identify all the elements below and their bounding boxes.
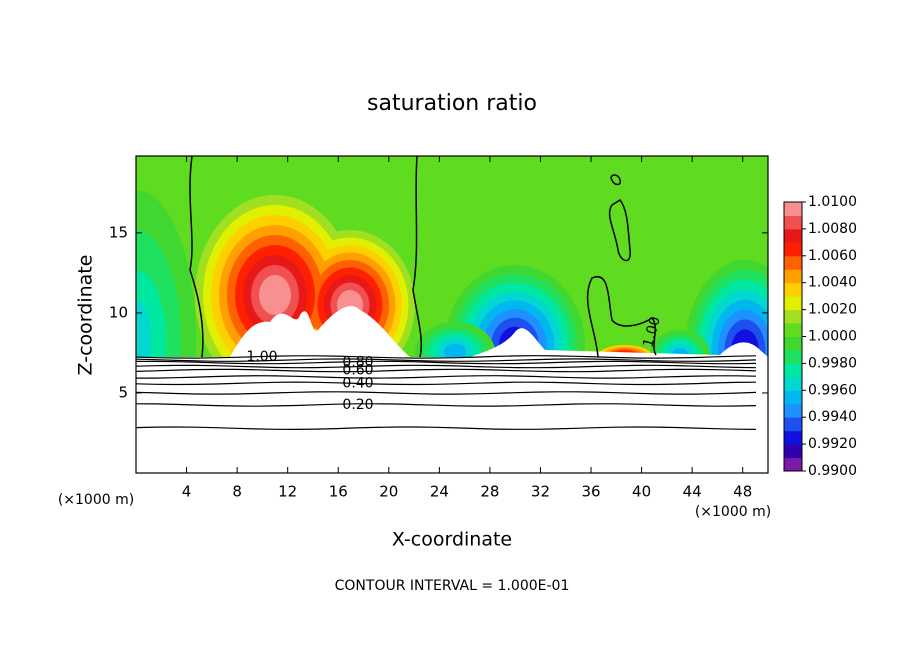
contour-label: 1.00 [246, 349, 277, 365]
contour-line [136, 368, 757, 373]
colorbar-band [784, 202, 802, 216]
field-region [443, 343, 467, 361]
colorbar-band [784, 417, 802, 432]
colorbar-tick-label: 1.0040 [808, 275, 857, 291]
x-tick-label: 4 [182, 483, 192, 501]
colorbar-band [784, 309, 802, 324]
colorbar-tick-label: 1.0080 [808, 221, 857, 237]
contour-line [608, 199, 631, 262]
x-unit: (×1000 m) [58, 492, 134, 508]
colorbar-tick-label: 0.9920 [808, 436, 857, 452]
colorbar-tick-label: 0.9980 [808, 355, 857, 371]
y-tick-label: 5 [118, 383, 128, 401]
field-region [259, 275, 291, 315]
plot-frame [135, 155, 769, 474]
x-tick-label: 12 [278, 483, 297, 501]
colorbar-tick-label: 1.0060 [808, 248, 857, 264]
y-tick-label: 15 [109, 223, 128, 241]
x-tick-label: 24 [430, 483, 449, 501]
y-axis-label: Z-coordinate [75, 255, 97, 376]
x-tick-label: 40 [632, 483, 651, 501]
contour-label: 0.20 [342, 397, 373, 413]
contour-line [136, 364, 757, 369]
x-tick-label: 28 [480, 483, 499, 501]
colorbar-band [784, 296, 802, 311]
contour-line [412, 156, 423, 358]
contour-label: 0.80 [342, 355, 373, 371]
contour-line [136, 381, 757, 386]
colorbar-band [784, 282, 802, 297]
colorbar-band [784, 228, 802, 243]
colorbar-tick-label: 1.0020 [808, 302, 857, 318]
colorbar-tick-label: 0.9900 [808, 463, 857, 479]
contour-line [136, 358, 757, 362]
contour-label: 0.60 [342, 363, 373, 379]
colorbar-band [784, 242, 802, 257]
contour-line [586, 275, 657, 358]
contour-line [610, 174, 622, 186]
y-tick-label: 10 [109, 303, 128, 321]
contour-line [136, 403, 757, 407]
colorbar-band [784, 444, 802, 459]
contour-line [136, 426, 757, 431]
contour-line [189, 156, 204, 358]
colorbar-band [784, 376, 802, 391]
x-tick-label: 16 [329, 483, 348, 501]
x-tick-label: 8 [232, 483, 242, 501]
colorbar-tick-label: 0.9940 [808, 409, 857, 425]
colorbar-band [784, 215, 802, 230]
contour-line [136, 391, 757, 395]
colorbar-band [784, 255, 802, 270]
colorbar-band [784, 363, 802, 378]
contour-line [136, 360, 757, 365]
x-tick-label: 44 [683, 483, 702, 501]
contour-overlay [136, 156, 757, 431]
x-tick-label: 36 [581, 483, 600, 501]
contour-line [136, 375, 757, 379]
footer-note: CONTOUR INTERVAL = 1.000E-01 [335, 578, 570, 594]
contour-line [136, 355, 757, 359]
colorbar-band [784, 336, 802, 351]
colorbar-band [784, 349, 802, 364]
field [136, 156, 768, 473]
colorbar-band [784, 323, 802, 337]
colorbar-band [784, 390, 802, 405]
colorbar-tick-label: 1.0000 [808, 329, 857, 345]
x-unit: (×1000 m) [695, 504, 771, 520]
colorbar-band [784, 457, 802, 472]
chart-title: saturation ratio [367, 91, 537, 116]
colorbar-band [784, 430, 802, 445]
x-tick-label: 32 [531, 483, 550, 501]
terrain [136, 306, 768, 473]
x-tick-label: 20 [379, 483, 398, 501]
colorbar-tick-label: 1.0100 [808, 194, 857, 210]
contour-label: 0.40 [342, 375, 373, 391]
colorbar-band [784, 403, 802, 418]
colorbar-tick-label: 0.9960 [808, 382, 857, 398]
contour-label: 1.00 [640, 315, 664, 349]
x-tick-label: 48 [733, 483, 752, 501]
x-axis-label: X-coordinate [392, 529, 512, 551]
colorbar-band [784, 269, 802, 284]
